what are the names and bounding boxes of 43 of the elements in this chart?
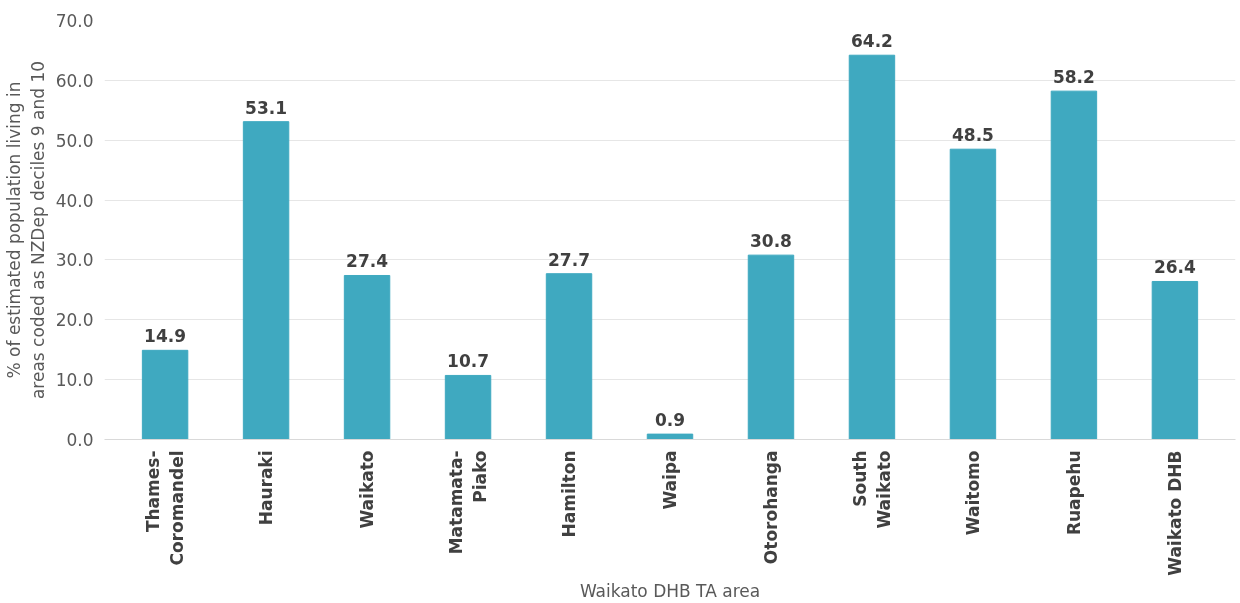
x-axis-title: Waikato DHB TA area <box>579 580 761 601</box>
data-label: 58.2 <box>1052 67 1095 88</box>
data-label: 64.2 <box>850 31 893 52</box>
x-tick-label: Hamilton <box>559 450 580 538</box>
y-tick-label: 10.0 <box>55 370 94 391</box>
x-tick-label: Waitomo <box>962 450 983 536</box>
y-tick-label: 30.0 <box>55 250 94 271</box>
data-label: 14.9 <box>144 326 187 347</box>
x-tick-label: Waipa <box>660 450 680 510</box>
bar <box>646 433 694 440</box>
x-tick-label: Ruapehu <box>1063 450 1084 536</box>
x-tick-label: Waikato <box>357 450 378 529</box>
data-label: 26.4 <box>1153 257 1197 278</box>
y-axis-title: % of estimated population living in areas coded as NZDep deciles 9 and 10 <box>3 60 48 400</box>
data-label: 53.1 <box>245 97 288 118</box>
x-tick-label: Otorohanga <box>760 450 781 565</box>
y-tick-label: 40.0 <box>55 190 94 211</box>
x-tick-label: Hauraki <box>256 450 277 526</box>
bar <box>444 374 492 440</box>
data-label: 48.5 <box>951 125 994 146</box>
y-tick-label: 60.0 <box>55 70 94 91</box>
data-label: 10.7 <box>447 351 490 372</box>
bar <box>1050 90 1098 440</box>
x-tick-label: South Waikato <box>849 450 894 529</box>
y-tick-label: 50.0 <box>55 130 94 151</box>
bar <box>747 254 795 440</box>
bar <box>141 349 189 440</box>
y-tick-label: 20.0 <box>55 310 94 331</box>
y-tick-label: 0.0 <box>66 430 94 450</box>
x-tick-label: Matamata-Piako <box>446 450 491 555</box>
data-label: 0.9 <box>654 410 686 431</box>
bar <box>545 273 593 440</box>
data-label: 30.8 <box>750 231 792 252</box>
bar <box>949 148 997 440</box>
bar <box>848 54 896 440</box>
bar <box>242 121 290 440</box>
bar <box>343 274 391 440</box>
data-label: 27.7 <box>548 249 590 270</box>
bar <box>1151 280 1199 440</box>
y-tick-label: 70.0 <box>55 11 94 31</box>
x-tick-label: Thames-Coromandel <box>143 450 188 566</box>
x-tick-label: Waikato DHB <box>1164 450 1185 576</box>
data-label: 27.4 <box>346 251 389 272</box>
